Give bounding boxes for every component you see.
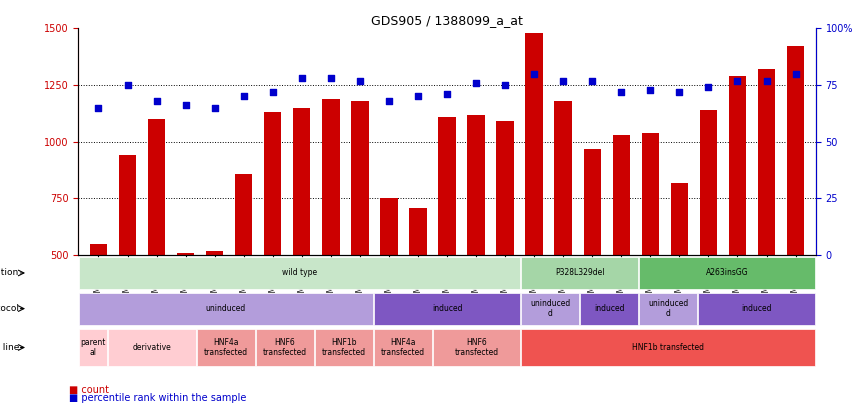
Bar bbox=[700, 110, 717, 369]
Text: wild type: wild type bbox=[282, 269, 317, 277]
Bar bbox=[374, 292, 520, 325]
Text: HNF1b
transfected: HNF1b transfected bbox=[322, 338, 365, 357]
Bar bbox=[522, 292, 579, 325]
Bar bbox=[352, 101, 369, 369]
Point bbox=[207, 104, 221, 111]
Text: HNF6
transfected: HNF6 transfected bbox=[263, 338, 306, 357]
Text: induced: induced bbox=[431, 304, 463, 313]
Point bbox=[615, 89, 628, 95]
Bar bbox=[79, 292, 372, 325]
Bar bbox=[235, 173, 253, 369]
Bar bbox=[79, 328, 107, 367]
Point bbox=[556, 77, 570, 84]
Bar bbox=[467, 115, 485, 369]
Point bbox=[121, 82, 135, 88]
Bar bbox=[322, 99, 339, 369]
Bar bbox=[581, 292, 638, 325]
Bar bbox=[409, 207, 427, 369]
Bar bbox=[438, 117, 456, 369]
Point bbox=[789, 70, 803, 77]
Title: GDS905 / 1388099_a_at: GDS905 / 1388099_a_at bbox=[372, 14, 523, 27]
Bar bbox=[374, 328, 431, 367]
Bar bbox=[729, 76, 746, 369]
Point bbox=[643, 86, 657, 93]
Bar bbox=[177, 253, 194, 369]
Bar bbox=[79, 257, 520, 289]
Bar bbox=[640, 292, 697, 325]
Point bbox=[440, 91, 454, 97]
Bar bbox=[522, 257, 638, 289]
Bar bbox=[197, 328, 254, 367]
Point bbox=[411, 93, 425, 100]
Point bbox=[760, 77, 773, 84]
Bar bbox=[293, 108, 311, 369]
Point bbox=[324, 75, 338, 81]
Bar bbox=[108, 328, 195, 367]
Point bbox=[266, 89, 279, 95]
Bar bbox=[148, 119, 165, 369]
Bar bbox=[256, 328, 313, 367]
Bar bbox=[380, 198, 398, 369]
Bar bbox=[119, 156, 136, 369]
Text: parent
al: parent al bbox=[80, 338, 106, 357]
Text: HNF1b transfected: HNF1b transfected bbox=[633, 343, 704, 352]
Point bbox=[237, 93, 251, 100]
Point bbox=[498, 82, 512, 88]
Bar bbox=[787, 47, 805, 369]
Bar bbox=[640, 257, 815, 289]
Point bbox=[295, 75, 309, 81]
Point bbox=[585, 77, 599, 84]
Bar bbox=[496, 122, 514, 369]
Point bbox=[673, 89, 687, 95]
Text: ■ percentile rank within the sample: ■ percentile rank within the sample bbox=[69, 393, 247, 403]
Bar bbox=[522, 328, 815, 367]
Bar bbox=[89, 244, 107, 369]
Text: HNF6
transfected: HNF6 transfected bbox=[455, 338, 498, 357]
Text: A263insGG: A263insGG bbox=[706, 269, 749, 277]
Point bbox=[179, 102, 193, 109]
Bar bbox=[583, 149, 601, 369]
Bar bbox=[206, 251, 223, 369]
Text: HNF4a
transfected: HNF4a transfected bbox=[381, 338, 424, 357]
Point bbox=[469, 79, 483, 86]
Point bbox=[91, 104, 105, 111]
Text: uninduced: uninduced bbox=[206, 304, 246, 313]
Text: P328L329del: P328L329del bbox=[555, 269, 605, 277]
Point bbox=[149, 98, 163, 104]
Bar bbox=[613, 135, 630, 369]
Text: induced: induced bbox=[741, 304, 773, 313]
Text: uninduced
d: uninduced d bbox=[530, 299, 570, 318]
Bar bbox=[555, 101, 572, 369]
Text: cell line: cell line bbox=[0, 343, 19, 352]
Bar bbox=[525, 33, 542, 369]
Text: derivative: derivative bbox=[133, 343, 171, 352]
Text: genotype/variation: genotype/variation bbox=[0, 269, 19, 277]
Point bbox=[701, 84, 715, 91]
Bar bbox=[699, 292, 815, 325]
Text: ■ count: ■ count bbox=[69, 385, 109, 395]
Bar bbox=[264, 112, 281, 369]
Bar bbox=[641, 133, 659, 369]
Point bbox=[382, 98, 396, 104]
Bar bbox=[315, 328, 372, 367]
Point bbox=[353, 77, 367, 84]
Point bbox=[527, 70, 541, 77]
Text: HNF4a
transfected: HNF4a transfected bbox=[204, 338, 247, 357]
Point bbox=[731, 77, 745, 84]
Text: uninduced
d: uninduced d bbox=[648, 299, 688, 318]
Bar bbox=[758, 69, 775, 369]
Text: induced: induced bbox=[594, 304, 625, 313]
Bar bbox=[433, 328, 520, 367]
Bar bbox=[671, 183, 688, 369]
Text: protocol: protocol bbox=[0, 304, 19, 313]
